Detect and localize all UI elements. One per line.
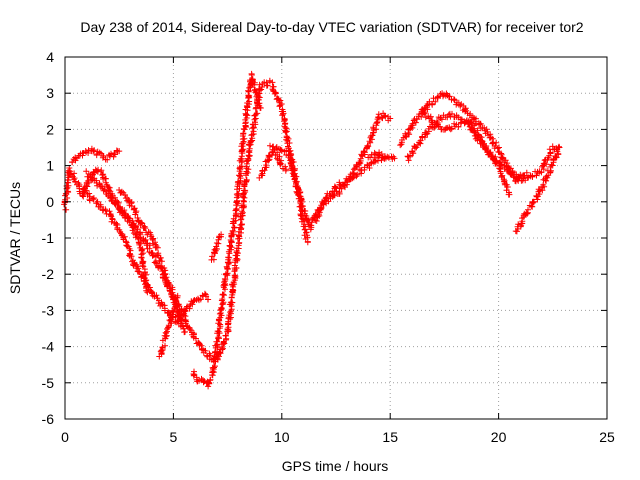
data-markers: [312, 152, 389, 224]
y-tick-label: -5: [42, 375, 55, 391]
series-arc-6: [156, 292, 181, 360]
y-tick-label: 0: [46, 194, 54, 210]
data-markers: [267, 142, 311, 246]
series-arc-5: [116, 187, 188, 336]
data-markers: [512, 144, 563, 235]
chart-title: Day 238 of 2014, Sidereal Day-to-day VTE…: [80, 19, 583, 35]
y-tick-label: 4: [46, 49, 54, 65]
data-markers: [61, 77, 394, 365]
x-tick-label: 25: [599, 429, 615, 445]
series-arc-9: [208, 231, 225, 263]
y-tick-label: -1: [42, 230, 55, 246]
y-tick-label: -6: [42, 411, 55, 427]
series-arc-17: [512, 144, 563, 235]
data-markers: [190, 368, 212, 390]
series-arc-3: [80, 185, 212, 326]
y-tick-label: 1: [46, 158, 54, 174]
data-markers: [156, 292, 181, 360]
data-markers: [397, 90, 563, 184]
data-markers: [205, 70, 264, 387]
x-tick-label: 15: [382, 429, 398, 445]
y-tick-label: 2: [46, 121, 54, 137]
grid-layer: [65, 57, 607, 419]
y-tick-label: -2: [42, 266, 55, 282]
data-markers: [365, 149, 398, 162]
tick-layer: 0 5 10 15 20 25 -6 -5 -4 -3 -2 -1 0 1 2 3 4: [42, 49, 615, 445]
data-markers: [69, 145, 123, 166]
y-axis-label: SDTVAR / TECUs: [7, 182, 23, 294]
data-markers: [208, 231, 225, 263]
series-layer: [61, 70, 563, 390]
data-markers: [80, 185, 212, 326]
series-arc-2: [69, 145, 123, 166]
data-markers: [418, 106, 513, 198]
series-arc-12: [312, 152, 389, 224]
x-tick-label: 10: [274, 429, 290, 445]
series-arc-14: [397, 90, 563, 184]
series-arc-16: [418, 106, 513, 198]
x-tick-label: 5: [170, 429, 178, 445]
data-markers: [116, 187, 188, 336]
x-axis-label: GPS time / hours: [282, 458, 389, 474]
series-arc-13: [365, 149, 398, 162]
series-arc-7: [190, 368, 212, 390]
series-arc-1: [61, 77, 394, 365]
x-tick-label: 20: [491, 429, 507, 445]
data-markers: [83, 168, 151, 296]
x-tick-label: 0: [61, 429, 69, 445]
y-tick-label: 3: [46, 85, 54, 101]
series-arc-8: [205, 70, 264, 387]
y-tick-label: -3: [42, 302, 55, 318]
y-tick-label: -4: [42, 339, 55, 355]
series-arc-4: [83, 168, 151, 296]
series-arc-11: [267, 142, 311, 246]
